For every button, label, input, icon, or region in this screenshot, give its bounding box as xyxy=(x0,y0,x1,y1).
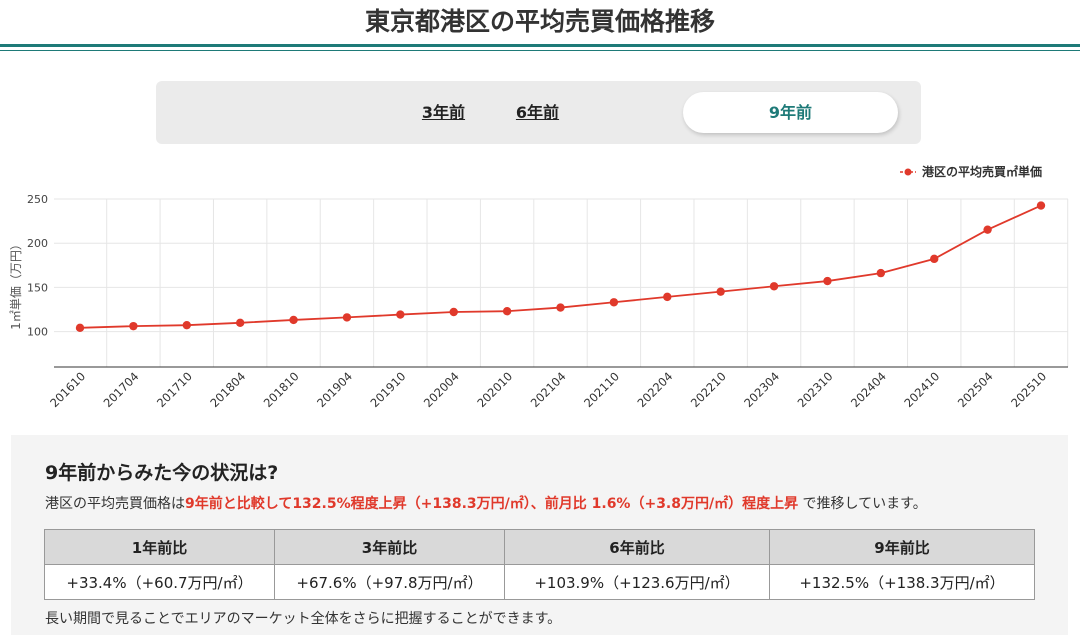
y-tick-label: 200 xyxy=(27,237,48,250)
x-tick-label: 202410 xyxy=(901,369,942,410)
title-underline-thin xyxy=(0,50,1080,51)
x-tick-label: 202010 xyxy=(474,369,515,410)
x-tick-label: 201710 xyxy=(154,369,195,410)
x-tick-label: 202004 xyxy=(421,369,462,410)
summary-desc-prefix: 港区の平均売買価格は xyxy=(45,496,185,512)
tab-3-years[interactable]: 3年前 xyxy=(421,103,466,122)
data-point xyxy=(1036,201,1046,210)
x-tick-label: 201704 xyxy=(101,369,142,410)
y-tick-label: 100 xyxy=(27,326,48,339)
comparison-value-row: +33.4%（+60.7万円/㎡） +67.6%（+97.8万円/㎡） +103… xyxy=(44,564,1035,600)
header-9-years: 9年前比 xyxy=(769,529,1035,565)
data-point xyxy=(396,310,405,319)
header-1-year: 1年前比 xyxy=(44,529,275,565)
data-point xyxy=(235,318,245,327)
header-3-years: 3年前比 xyxy=(274,529,505,565)
data-point xyxy=(609,298,619,307)
page-title: 東京都港区の平均売買価格推移 xyxy=(364,7,715,36)
comparison-header-row: 1年前比 3年前比 6年前比 9年前比 xyxy=(44,529,1035,565)
x-tick-label: 201910 xyxy=(368,369,409,410)
summary-desc-highlight: 9年前と比較して132.5%程度上昇（+138.3万円/㎡）、前月比 1.6%（… xyxy=(185,496,799,512)
data-point xyxy=(182,320,191,330)
tab-9-years[interactable]: 9年前 xyxy=(683,92,898,133)
data-point xyxy=(129,321,138,331)
title-underline xyxy=(0,44,1080,47)
summary-heading: 9年前からみた今の状況は? xyxy=(45,462,279,484)
summary-note: 長い期間で見ることでエリアのマーケット全体をさらに把握することができます。 xyxy=(45,611,562,627)
chart-legend[interactable]: 港区の平均売買㎡単価 xyxy=(900,164,1042,179)
summary-panel: 9年前からみた今の状況は? 港区の平均売買価格は9年前と比較して132.5%程度… xyxy=(11,435,1068,635)
x-tick-label: 201804 xyxy=(207,369,248,410)
y-axis-label: 1㎡単価（万円） xyxy=(9,238,23,330)
data-point xyxy=(289,315,298,325)
x-tick-label: 202510 xyxy=(1008,369,1049,410)
data-point xyxy=(716,287,725,296)
data-point xyxy=(930,254,939,264)
y-tick-label: 150 xyxy=(27,281,48,294)
data-point xyxy=(75,323,85,333)
data-point xyxy=(556,303,565,312)
data-point xyxy=(502,307,512,316)
x-tick-label: 202104 xyxy=(528,369,569,410)
x-tick-label: 201610 xyxy=(47,369,88,410)
legend-series-name: 港区の平均売買㎡単価 xyxy=(922,164,1042,179)
x-tick-label: 202204 xyxy=(634,369,675,410)
x-tick-label: 201904 xyxy=(314,369,355,410)
x-tick-label: 202210 xyxy=(688,369,729,410)
data-point xyxy=(823,276,832,286)
data-point xyxy=(342,313,352,322)
summary-desc-suffix: で推移しています。 xyxy=(798,496,927,512)
price-trend-chart: 港区の平均売買㎡単価 100 150 200 250 201610 201704 20171… xyxy=(9,164,1069,410)
data-point xyxy=(449,307,458,317)
period-tabs: 3年前 6年前 9年前 xyxy=(156,81,921,144)
x-tick-label: 201810 xyxy=(261,369,302,410)
value-3-years: +67.6%（+97.8万円/㎡） xyxy=(274,564,505,600)
data-point xyxy=(769,282,779,291)
x-tick-label: 202110 xyxy=(581,369,622,410)
data-point xyxy=(876,268,886,278)
value-1-year: +33.4%（+60.7万円/㎡） xyxy=(44,564,275,600)
header-6-years: 6年前比 xyxy=(504,529,770,565)
data-point xyxy=(983,225,992,234)
summary-description: 港区の平均売買価格は9年前と比較して132.5%程度上昇（+138.3万円/㎡）… xyxy=(45,493,1055,513)
x-tick-label: 202310 xyxy=(795,369,836,410)
x-tick-label: 202304 xyxy=(741,369,782,410)
tab-6-years[interactable]: 6年前 xyxy=(515,103,560,122)
data-point xyxy=(663,292,672,302)
x-tick-label: 202404 xyxy=(848,369,889,410)
value-9-years: +132.5%（+138.3万円/㎡） xyxy=(769,564,1035,600)
legend-marker xyxy=(904,168,912,176)
value-6-years: +103.9%（+123.6万円/㎡） xyxy=(504,564,770,600)
x-tick-label: 202504 xyxy=(955,369,996,410)
comparison-table: 1年前比 3年前比 6年前比 9年前比 +33.4%（+60.7万円/㎡） +6… xyxy=(44,529,1035,600)
y-tick-label: 250 xyxy=(27,193,48,206)
